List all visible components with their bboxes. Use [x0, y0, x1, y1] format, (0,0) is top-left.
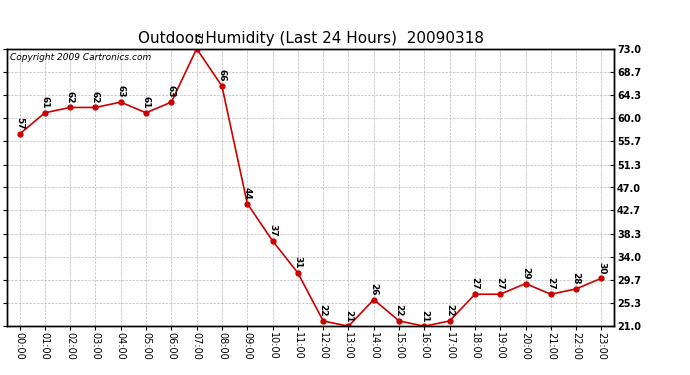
Text: 44: 44 [243, 187, 252, 200]
Text: 61: 61 [40, 96, 50, 109]
Text: 73: 73 [192, 32, 201, 45]
Text: 27: 27 [471, 278, 480, 290]
Text: 66: 66 [217, 69, 226, 82]
Text: 27: 27 [546, 278, 555, 290]
Text: 29: 29 [521, 267, 530, 279]
Text: 22: 22 [395, 304, 404, 317]
Text: 62: 62 [66, 91, 75, 103]
Text: 37: 37 [268, 224, 277, 237]
Text: 28: 28 [571, 272, 581, 285]
Text: 27: 27 [495, 278, 505, 290]
Text: Copyright 2009 Cartronics.com: Copyright 2009 Cartronics.com [10, 53, 151, 62]
Text: 22: 22 [445, 304, 454, 317]
Text: 63: 63 [116, 86, 126, 98]
Text: 26: 26 [369, 283, 378, 296]
Text: 21: 21 [420, 310, 429, 322]
Text: 61: 61 [141, 96, 150, 109]
Text: 63: 63 [167, 86, 176, 98]
Text: 30: 30 [597, 262, 606, 274]
Text: 22: 22 [319, 304, 328, 317]
Title: Outdoor Humidity (Last 24 Hours)  20090318: Outdoor Humidity (Last 24 Hours) 2009031… [137, 31, 484, 46]
Text: 31: 31 [293, 256, 302, 269]
Text: 21: 21 [344, 310, 353, 322]
Text: 57: 57 [15, 117, 24, 130]
Text: 62: 62 [91, 91, 100, 103]
